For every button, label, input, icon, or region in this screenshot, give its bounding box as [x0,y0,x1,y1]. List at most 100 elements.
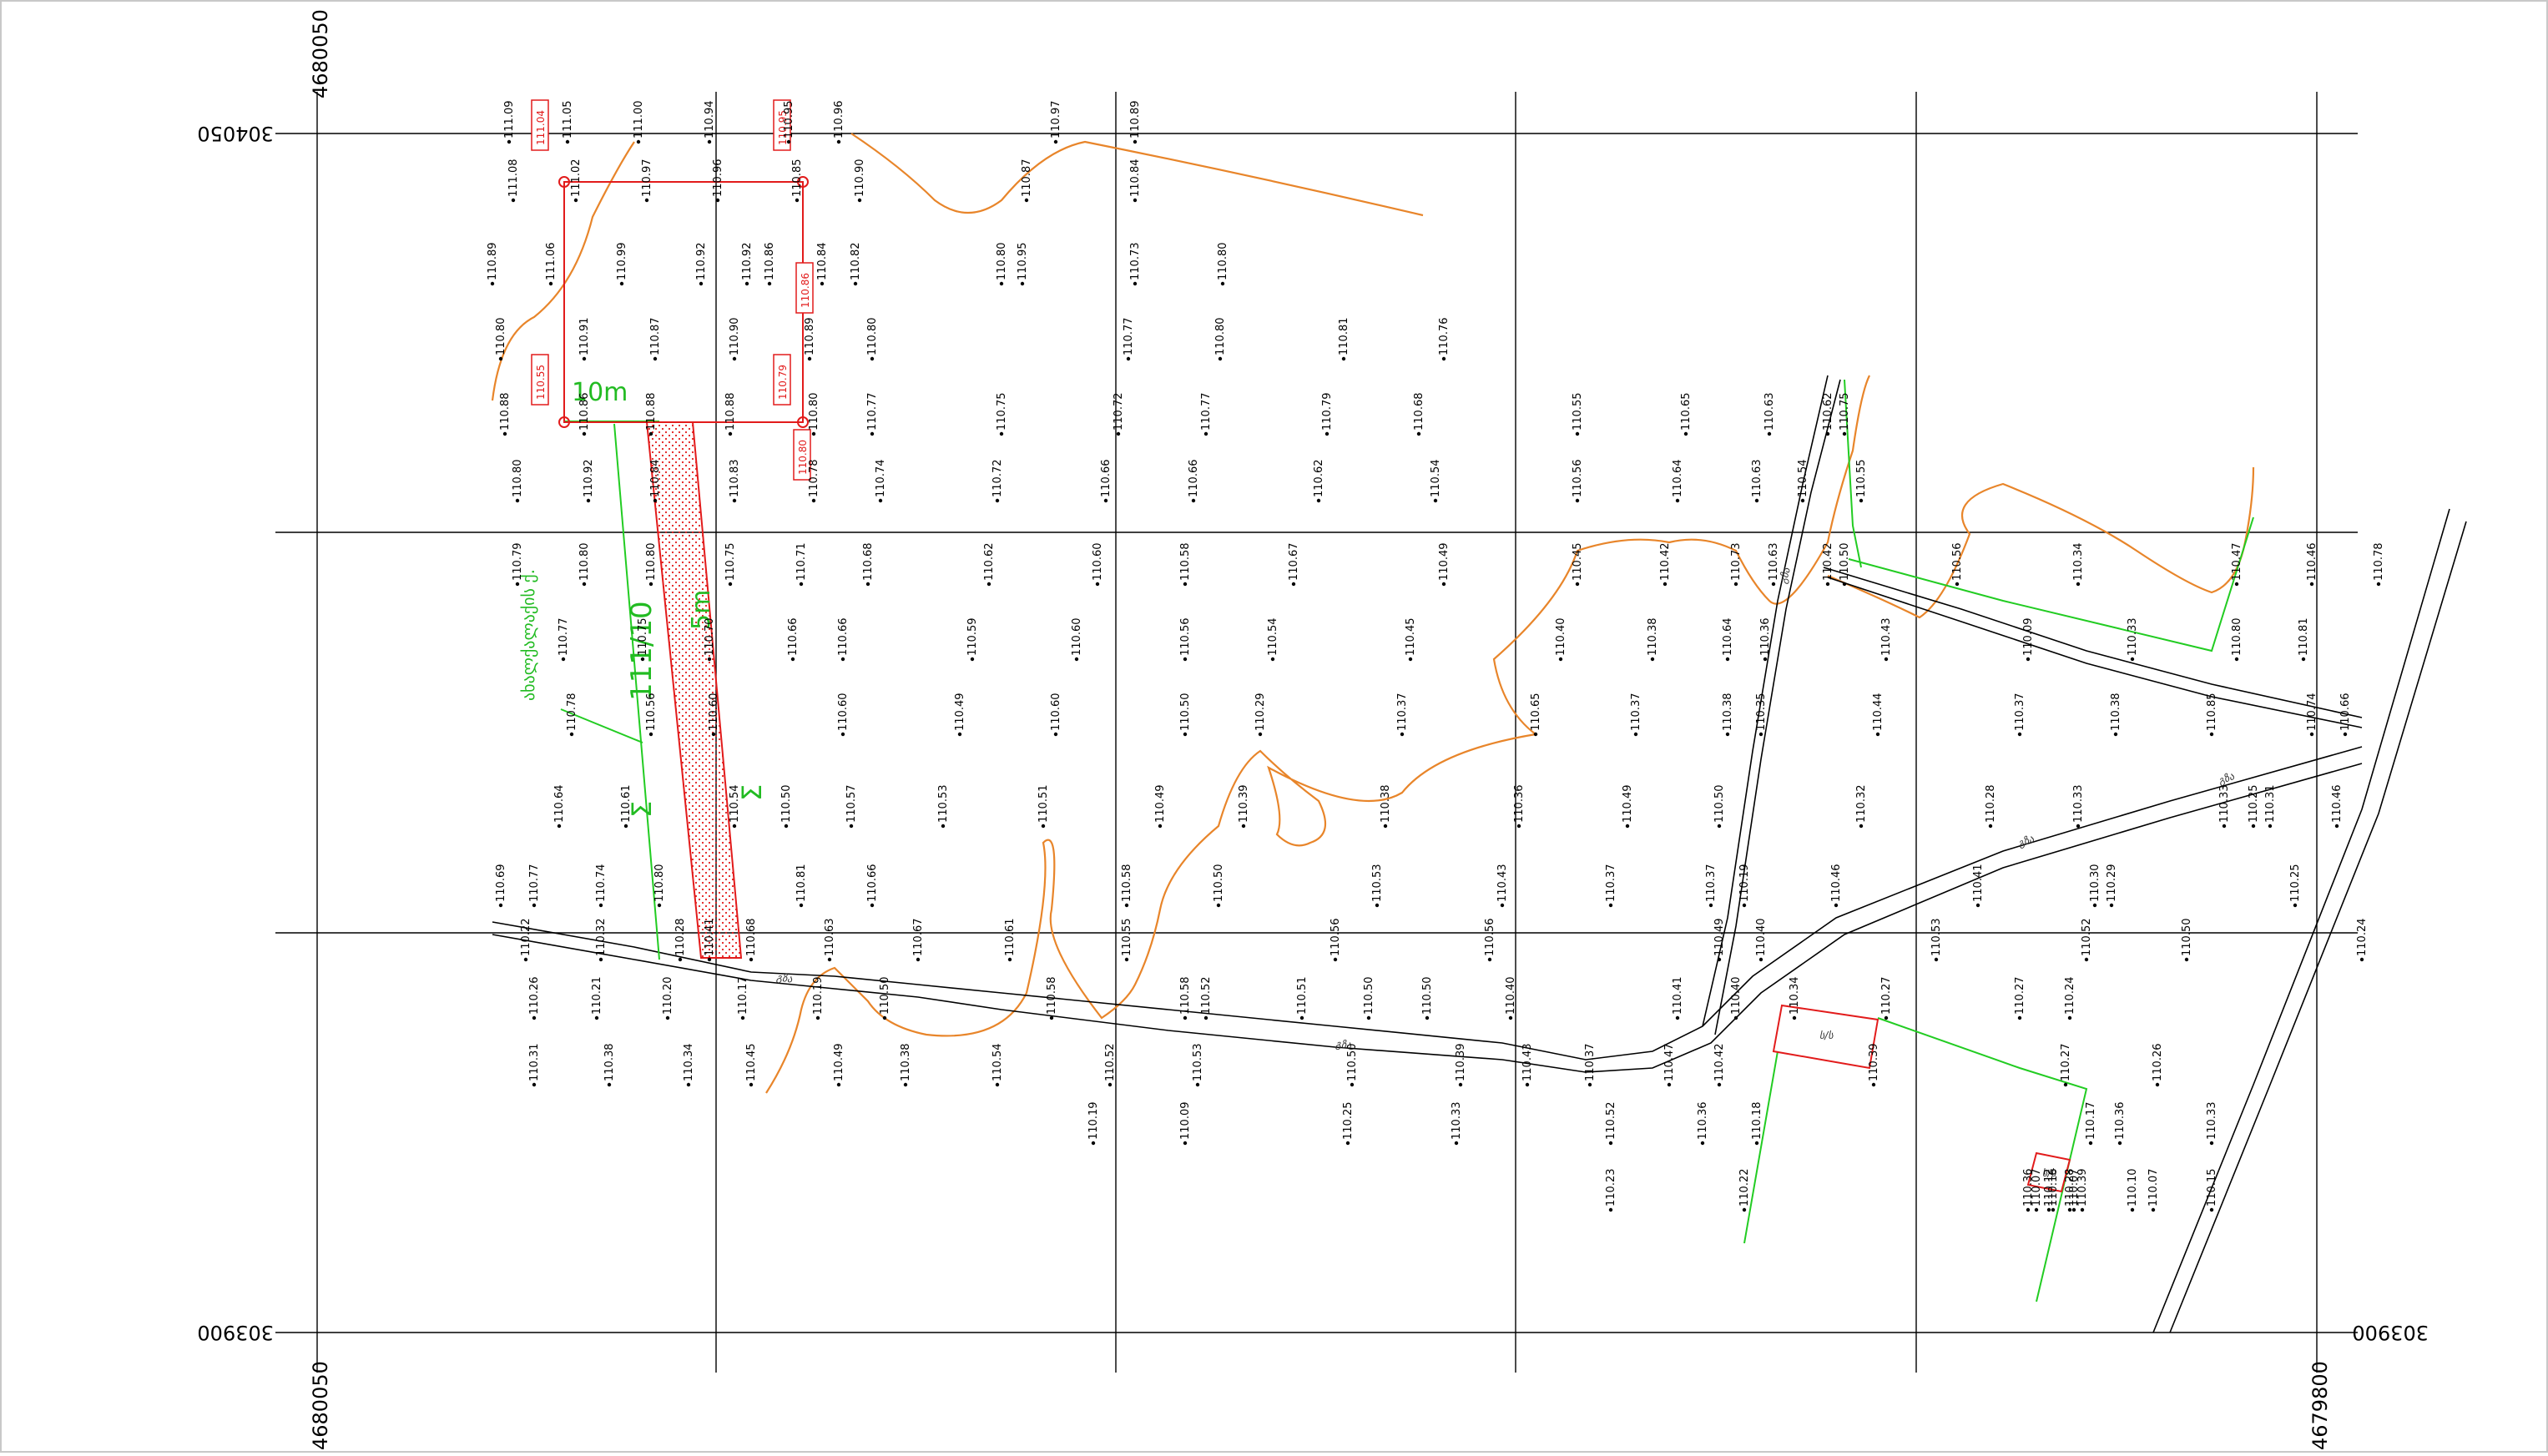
grid-labels: 4680050 4680050 4679800 304050 303900 30… [197,9,2429,1450]
spot-height-point [941,824,946,829]
spot-height-point [811,498,816,503]
contour-line [491,141,635,401]
spot-height-point [586,498,591,503]
spot-height-label: 110.43 [1880,618,1893,657]
spot-height-label: 110.39 [1238,785,1250,824]
spot-height-point [1183,1141,1188,1146]
spot-height-point [795,198,800,203]
spot-height-point [820,281,825,286]
spot-height-point [707,657,712,662]
spot-height-point [1241,824,1246,829]
parcel-length-label: 111/10 [625,601,658,701]
spot-height-label: 110.25 [1342,1102,1355,1141]
spot-height-label: 110.84 [1129,159,1142,198]
spot-height-label: 110.09 [1179,1102,1192,1141]
spot-height-label: 110.56 [645,693,658,732]
spot-height-point [916,957,921,962]
spot-height-label: 110.60 [1050,693,1062,732]
spot-height-point [1116,431,1121,436]
spot-heights: 111.09 111.05 111.00 110.94 110.95 110.96 110.… [487,101,2385,1212]
spot-height-point [1366,1015,1371,1020]
spot-height-point [849,824,854,829]
spot-height-point [1191,498,1196,503]
spot-height-label: 110.73 [1129,243,1142,281]
spot-height-point [1675,1015,1680,1020]
spot-height-point [903,1082,908,1087]
spot-height-point [607,1082,612,1087]
spot-height-label: 110.88 [724,393,737,431]
spot-height-point [1884,1015,1889,1020]
spot-height-label: 110.85 [2206,693,2218,732]
spot-height-label: 110.33 [1451,1102,1463,1141]
spot-height-point [2117,1141,2122,1146]
spot-height-point [1842,431,1847,436]
spot-height-point [594,1015,599,1020]
spot-height-label: 110.36 [2022,1169,2035,1207]
spot-height-point [2309,582,2314,587]
spot-height-label: 110.66 [1100,460,1113,498]
building-label: ს/ს [1819,1030,1834,1041]
spot-height-label: 110.61 [1004,919,1017,957]
road-edge [492,746,2363,1061]
spot-height-label: 110.37 [2014,693,2026,732]
spot-height-label: 110.79 [1321,393,1334,431]
spot-height-label: 110.49 [954,693,966,732]
spot-height-point [707,957,712,962]
spot-height-point [865,582,870,587]
spot-height-label: 110.29 [1254,693,1267,732]
spot-height-point [1183,1015,1188,1020]
spot-height-point [561,657,566,662]
spot-height-label: 110.55 [1855,460,1868,498]
spot-height-point [2084,957,2089,962]
spot-height-label: 111.00 [633,101,645,139]
spot-height-point [1758,732,1763,737]
spot-height-label: 110.40 [1555,618,1567,657]
spot-height-point [815,1015,820,1020]
spot-height-point [1842,582,1847,587]
spot-height-label: 110.80 [578,543,591,582]
spot-height-point [2067,1015,2072,1020]
spot-height-point [565,139,570,144]
spot-height-label: 110.10 [2127,1169,2139,1207]
spot-height-point [1316,498,1321,503]
spot-height-point [2088,1141,2093,1146]
spot-height-label: 110.71 [795,543,808,582]
spot-height-point [1975,903,1980,908]
spot-height-point [1663,582,1668,587]
spot-height-point [2067,1207,2072,1212]
spot-height-point [970,657,975,662]
building-outline [2026,1151,2071,1193]
point-tag-text: 110.95 [777,110,789,145]
spot-height-point [548,281,553,286]
spot-height-point [1725,732,1730,737]
road-label: გზა [2016,833,2036,849]
spot-height-label: 110.80 [653,864,666,903]
spot-height-label: 110.47 [1663,1044,1676,1082]
spot-height-label: 110.42 [1822,543,1834,582]
spot-height-label: 110.42 [1713,1044,1726,1082]
spot-height-label: 110.80 [1214,318,1227,356]
spot-height-label: 110.96 [833,101,845,139]
point-tags: 111.04 110.95 110.86 110.79 110.55 110.8… [531,99,814,481]
spot-height-point [2309,732,2314,737]
spot-height-label: 110.39 [1455,1044,1467,1082]
spot-height-label: 110.31 [2264,785,2277,824]
spot-height-label: 110.89 [804,318,816,356]
spot-height-label: 110.45 [1405,618,1417,657]
spot-height-point [2301,657,2306,662]
spot-height-label: 110.43 [1521,1044,1534,1082]
spot-height-point [1955,582,1960,587]
spot-height-point [1683,431,1688,436]
spot-height-label: 111.06 [545,243,558,281]
spot-height-point [1345,1141,1350,1146]
spot-height-label: 110.72 [991,460,1004,498]
spot-height-point [2026,657,2031,662]
street-name-label: ახალქალაქის ქ. [518,569,538,701]
spot-height-label: 110.89 [1129,101,1142,139]
spot-height-point [665,1015,670,1020]
spot-height-label: 110.33 [2218,785,2231,824]
road-edge [2169,521,2467,1333]
spot-height-label: 110.60 [837,693,850,732]
parcel-note: Σ [736,784,768,801]
spot-height-label: 110.79 [512,543,524,582]
